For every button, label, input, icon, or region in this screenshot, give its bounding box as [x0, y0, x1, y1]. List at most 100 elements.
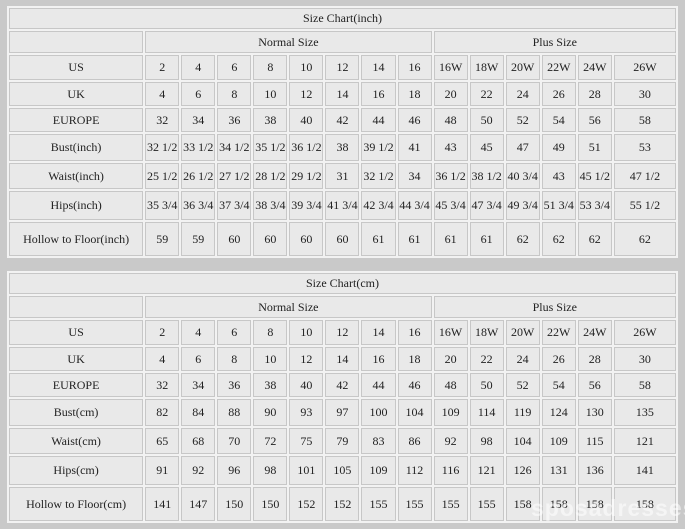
size-cell: 62 — [577, 222, 612, 256]
size-cell: 100 — [361, 399, 396, 426]
row-label: UK — [9, 82, 144, 106]
size-cell: 158 — [505, 487, 540, 521]
size-cell: 6 — [181, 82, 216, 106]
size-cell: 60 — [289, 222, 324, 256]
size-cell: 62 — [613, 222, 676, 256]
size-cell: 32 — [145, 108, 180, 132]
size-cell: 90 — [253, 399, 288, 426]
table-title: Size Chart(cm) — [9, 273, 676, 294]
size-cell: 36 — [217, 373, 252, 397]
size-cell: 22 — [469, 347, 504, 371]
size-cell: 136 — [577, 456, 612, 485]
size-cell: 54 — [541, 373, 576, 397]
table-row: Bust(inch) 32 1/2 33 1/2 34 1/2 35 1/2 36 1/2… — [9, 134, 676, 161]
table-row: Hollow to Floor(inch) 59 59 60 60 60 60 61 61 61 6… — [9, 222, 676, 256]
size-cell: 6 — [181, 347, 216, 371]
size-cell: 16 — [361, 347, 396, 371]
size-cell: 58 — [613, 108, 676, 132]
normal-size-header: Normal Size — [145, 296, 432, 318]
table-title: Size Chart(inch) — [9, 8, 676, 29]
size-cell: 62 — [505, 222, 540, 256]
size-cell: 82 — [145, 399, 180, 426]
size-cell: 124 — [541, 399, 576, 426]
size-cell: 68 — [181, 428, 216, 454]
size-cell: 34 — [181, 108, 216, 132]
size-cell: 4 — [181, 55, 216, 80]
corner-cell — [9, 296, 144, 318]
size-cell: 16W — [433, 320, 468, 345]
size-cell: 60 — [253, 222, 288, 256]
size-cell: 45 1/2 — [577, 163, 612, 189]
size-cell: 53 — [613, 134, 676, 161]
corner-cell — [9, 31, 144, 53]
size-cell: 70 — [217, 428, 252, 454]
size-cell: 59 — [181, 222, 216, 256]
size-cell: 24 — [505, 347, 540, 371]
size-cell: 18W — [469, 55, 504, 80]
size-cell: 56 — [577, 108, 612, 132]
size-cell: 16 — [361, 82, 396, 106]
size-cell: 101 — [289, 456, 324, 485]
size-cell: 30 — [613, 82, 676, 106]
size-cell: 12 — [289, 347, 324, 371]
size-cell: 16 — [397, 320, 432, 345]
row-label: EUROPE — [9, 108, 144, 132]
size-cell: 135 — [613, 399, 676, 426]
size-cell: 44 — [361, 108, 396, 132]
row-label: Hollow to Floor(inch) — [9, 222, 144, 256]
size-cell: 38 — [253, 108, 288, 132]
size-cell: 92 — [433, 428, 468, 454]
plus-size-header: Plus Size — [433, 296, 676, 318]
size-cell: 22W — [541, 320, 576, 345]
size-cell: 42 3/4 — [361, 191, 396, 220]
size-cell: 44 — [361, 373, 396, 397]
size-cell: 20 — [433, 82, 468, 106]
size-cell: 46 — [397, 108, 432, 132]
row-label: Hips(cm) — [9, 456, 144, 485]
size-cell: 55 1/2 — [613, 191, 676, 220]
size-cell: 35 1/2 — [253, 134, 288, 161]
size-cell: 45 3/4 — [433, 191, 468, 220]
size-cell: 18 — [397, 82, 432, 106]
size-cell: 47 1/2 — [613, 163, 676, 189]
size-cell: 26 — [541, 347, 576, 371]
size-cell: 34 — [397, 163, 432, 189]
size-cell: 83 — [361, 428, 396, 454]
table-row: Hollow to Floor(cm) 141 147 150 150 152 152 155… — [9, 487, 676, 521]
size-cell: 24 — [505, 82, 540, 106]
size-cell: 28 — [577, 347, 612, 371]
size-cell: 8 — [217, 82, 252, 106]
size-cell: 42 — [325, 108, 360, 132]
size-cell: 38 — [253, 373, 288, 397]
size-cell: 52 — [505, 108, 540, 132]
size-cell: 34 1/2 — [217, 134, 252, 161]
size-cell: 72 — [253, 428, 288, 454]
size-cell: 59 — [145, 222, 180, 256]
size-chart-inch-table: Size Chart(inch) Normal Size Plus Size US 2 4… — [7, 6, 678, 258]
size-cell: 33 1/2 — [181, 134, 216, 161]
size-cell: 12 — [325, 55, 360, 80]
size-cell: 4 — [145, 82, 180, 106]
size-cell: 26 1/2 — [181, 163, 216, 189]
size-cell: 115 — [577, 428, 612, 454]
size-cell: 58 — [613, 373, 676, 397]
size-cell: 12 — [289, 82, 324, 106]
size-cell: 56 — [577, 373, 612, 397]
size-cell: 38 — [325, 134, 360, 161]
size-cell: 12 — [325, 320, 360, 345]
size-cell: 8 — [253, 320, 288, 345]
size-cell: 104 — [505, 428, 540, 454]
size-cell: 25 1/2 — [145, 163, 180, 189]
size-cell: 41 3/4 — [325, 191, 360, 220]
size-cell: 96 — [217, 456, 252, 485]
row-label: UK — [9, 347, 144, 371]
size-cell: 36 — [217, 108, 252, 132]
size-cell: 93 — [289, 399, 324, 426]
size-cell: 2 — [145, 320, 180, 345]
size-cell: 26W — [613, 320, 676, 345]
size-cell: 51 3/4 — [541, 191, 576, 220]
size-cell: 32 1/2 — [145, 134, 180, 161]
size-cell: 121 — [469, 456, 504, 485]
size-cell: 36 1/2 — [289, 134, 324, 161]
size-cell: 14 — [361, 320, 396, 345]
